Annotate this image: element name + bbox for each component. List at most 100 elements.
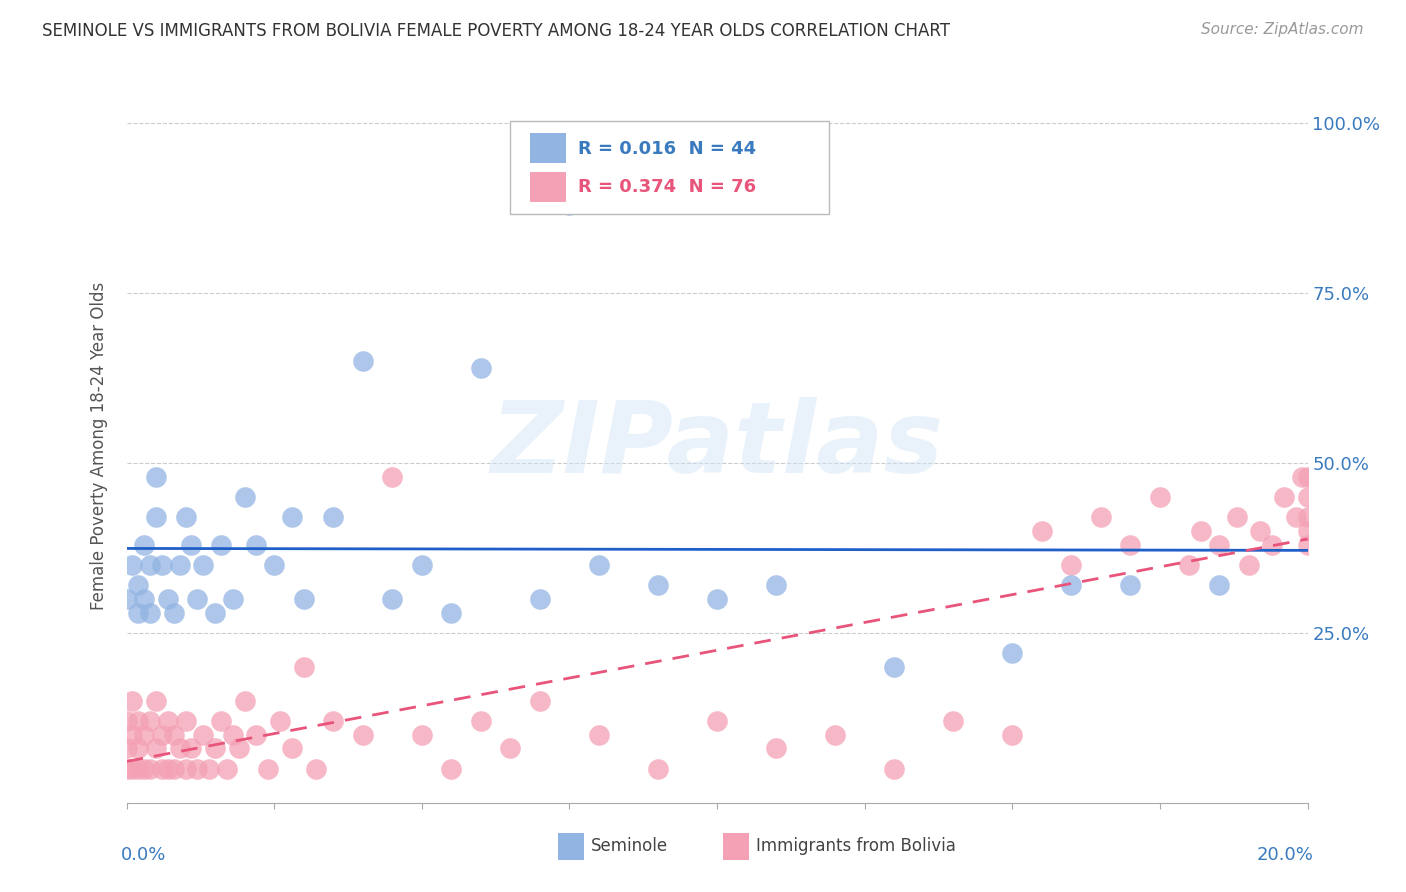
Point (150, 762, 173, 776)
Point (281, 741, 304, 756)
Point (440, 762, 463, 776)
Point (134, 762, 156, 776)
Text: SEMINOLE VS IMMIGRANTS FROM BOLIVIA FEMALE POVERTY AMONG 18-24 YEAR OLDS CORRELA: SEMINOLE VS IMMIGRANTS FROM BOLIVIA FEMA… (42, 22, 950, 40)
Point (588, 558, 610, 572)
Point (824, 728, 846, 742)
Point (156, 591, 179, 606)
Point (186, 762, 208, 776)
Point (706, 714, 728, 729)
Point (1001, 646, 1024, 660)
Point (127, 762, 149, 776)
Text: ZIPatlas: ZIPatlas (491, 398, 943, 494)
Point (381, 469, 404, 483)
Point (209, 537, 232, 551)
Point (204, 606, 226, 620)
Point (163, 728, 186, 742)
Point (134, 728, 156, 742)
Text: 20.0%: 20.0% (1257, 846, 1313, 863)
Point (765, 741, 787, 756)
Point (269, 714, 291, 729)
Point (292, 660, 315, 674)
Point (222, 728, 245, 742)
Point (174, 762, 197, 776)
Point (1060, 578, 1083, 592)
Point (1090, 510, 1112, 524)
Point (1237, 558, 1260, 572)
Point (263, 558, 285, 572)
Point (134, 591, 156, 606)
FancyBboxPatch shape (510, 121, 830, 214)
Point (1001, 728, 1024, 742)
Point (1296, 490, 1319, 504)
Text: R = 0.374  N = 76: R = 0.374 N = 76 (578, 178, 756, 196)
Point (174, 510, 197, 524)
Point (529, 694, 551, 708)
Point (233, 694, 256, 708)
Point (163, 762, 186, 776)
Point (647, 578, 669, 592)
Point (322, 714, 344, 729)
Point (470, 714, 492, 729)
Point (411, 728, 433, 742)
Point (1119, 578, 1142, 592)
Point (1296, 510, 1319, 524)
Point (470, 360, 492, 375)
Bar (530, 172, 565, 202)
Point (1296, 469, 1319, 483)
Text: R = 0.016  N = 44: R = 0.016 N = 44 (578, 140, 756, 158)
Point (115, 714, 138, 729)
Text: Immigrants from Bolivia: Immigrants from Bolivia (756, 837, 956, 855)
Point (174, 714, 197, 729)
Point (115, 741, 138, 756)
Point (1119, 537, 1142, 551)
Point (233, 490, 256, 504)
Point (1060, 558, 1083, 572)
Point (186, 591, 208, 606)
Point (1149, 490, 1171, 504)
Point (139, 606, 162, 620)
Point (180, 741, 202, 756)
Point (765, 578, 787, 592)
Bar (530, 134, 565, 163)
Point (121, 558, 143, 572)
Point (134, 537, 156, 551)
Point (411, 558, 433, 572)
Point (440, 606, 463, 620)
Point (228, 741, 250, 756)
Point (1285, 510, 1308, 524)
Point (281, 510, 304, 524)
Point (647, 762, 669, 776)
Point (1261, 537, 1284, 551)
Point (381, 591, 404, 606)
Point (180, 537, 202, 551)
Point (942, 714, 965, 729)
Text: 0.0%: 0.0% (121, 846, 166, 863)
Point (558, 198, 581, 212)
Point (257, 762, 280, 776)
Point (115, 762, 138, 776)
Point (322, 510, 344, 524)
Text: Seminole: Seminole (591, 837, 668, 855)
Point (193, 728, 215, 742)
Point (215, 762, 238, 776)
Point (222, 591, 245, 606)
Point (529, 591, 551, 606)
Point (169, 558, 191, 572)
Point (115, 591, 138, 606)
Point (139, 714, 162, 729)
Point (127, 714, 149, 729)
Bar (558, 833, 583, 860)
Point (1208, 537, 1230, 551)
Point (150, 728, 173, 742)
Y-axis label: Female Poverty Among 18-24 Year Olds: Female Poverty Among 18-24 Year Olds (90, 282, 108, 610)
Point (1296, 537, 1319, 551)
Point (617, 184, 640, 198)
Point (121, 762, 143, 776)
Point (127, 606, 149, 620)
Point (145, 510, 167, 524)
Point (145, 694, 167, 708)
Point (1296, 524, 1319, 538)
Point (304, 762, 326, 776)
Point (1291, 469, 1313, 483)
Point (127, 741, 149, 756)
